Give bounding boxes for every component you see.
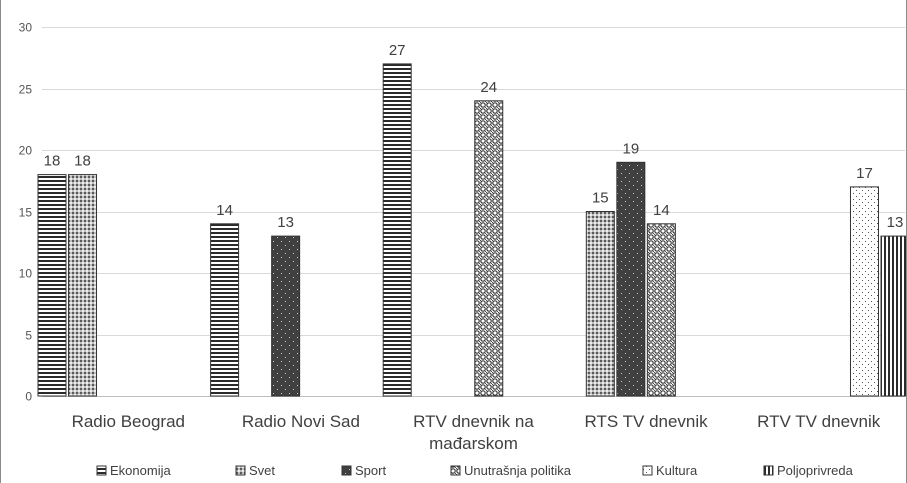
- legend-label: Svet: [249, 463, 275, 478]
- data-label: 13: [887, 214, 904, 231]
- y-tick-label: 30: [19, 21, 33, 35]
- category-label: RTV dnevnik na: [413, 412, 534, 431]
- legend-label: Sport: [355, 463, 386, 478]
- bar-ekonomija: [210, 223, 240, 397]
- legend-label: Ekonomija: [110, 463, 171, 478]
- y-tick-label: 15: [19, 206, 33, 220]
- bar-svet: [68, 174, 98, 397]
- y-tick-label: 5: [25, 329, 32, 343]
- legend-swatch: [642, 465, 653, 476]
- y-tick-label: 20: [19, 144, 33, 158]
- data-label: 24: [480, 79, 497, 96]
- data-label: 15: [592, 190, 609, 207]
- category-label: Radio Beograd: [72, 412, 185, 431]
- category-label: RTS TV dnevnik: [585, 412, 709, 431]
- bar-kultura: [849, 186, 879, 397]
- data-labels: 18 14 27 18 15 13 19 24 14 17 13: [44, 42, 904, 231]
- y-tick-label: 10: [19, 267, 33, 281]
- bar-sport: [616, 161, 646, 397]
- data-label: 17: [856, 165, 873, 182]
- bars: [37, 63, 907, 397]
- legend: Ekonomija Svet Sport Unutrašnja politika Kul…: [96, 463, 854, 478]
- x-axis: Radio Beograd Radio Novi Sad RTV dnevnik n…: [72, 412, 881, 453]
- y-tick-label: 0: [25, 390, 32, 404]
- legend-swatch: [341, 465, 352, 476]
- gridlines: [42, 27, 905, 397]
- bar-ekonomija: [382, 63, 412, 397]
- legend-swatch: [450, 465, 461, 476]
- legend-swatch: [763, 465, 774, 476]
- legend-label: Poljoprivreda: [777, 463, 854, 478]
- legend-swatch: [235, 465, 246, 476]
- legend-swatch: [96, 465, 107, 476]
- data-label: 18: [44, 153, 61, 170]
- legend-label: Kultura: [656, 463, 698, 478]
- data-label: 13: [277, 214, 294, 231]
- y-tick-label: 25: [19, 83, 33, 97]
- bar-ekonomija: [37, 174, 67, 397]
- data-label: 18: [74, 153, 91, 170]
- bar-unutrašnja-politika: [646, 223, 676, 397]
- bar-svet: [585, 211, 615, 397]
- data-label: 27: [389, 42, 406, 59]
- data-label: 19: [622, 140, 639, 157]
- category-label: mađarskom: [429, 434, 518, 453]
- bar-unutrašnja-politika: [474, 100, 504, 397]
- category-label: Radio Novi Sad: [242, 412, 360, 431]
- y-axis: 0 5 10 15 20 25 30: [19, 21, 33, 404]
- category-label: RTV TV dnevnik: [757, 412, 881, 431]
- bar-poljoprivreda: [880, 235, 907, 397]
- bar-sport: [271, 235, 301, 397]
- data-label: 14: [216, 202, 233, 219]
- data-label: 14: [653, 202, 670, 219]
- legend-label: Unutrašnja politika: [464, 463, 572, 478]
